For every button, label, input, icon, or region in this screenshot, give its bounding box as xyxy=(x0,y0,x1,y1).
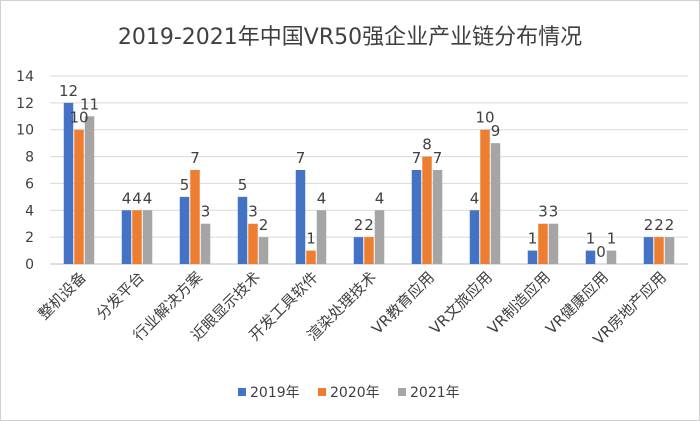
bar xyxy=(364,237,374,264)
bar xyxy=(490,143,501,264)
y-tick-label: 2 xyxy=(25,230,34,246)
gridlines xyxy=(50,75,688,265)
bar xyxy=(654,237,664,264)
data-label: 7 xyxy=(190,149,200,167)
data-label: 4 xyxy=(470,189,480,207)
bar xyxy=(200,223,211,264)
data-label: 4 xyxy=(375,189,385,207)
data-label: 2 xyxy=(354,216,364,234)
y-tick-label: 14 xyxy=(16,69,34,85)
data-label: 1 xyxy=(306,230,316,248)
data-label: 1 xyxy=(528,230,538,248)
data-label: 7 xyxy=(433,149,443,167)
data-label: 2 xyxy=(644,216,654,234)
legend-swatch xyxy=(238,388,246,396)
bar xyxy=(84,116,95,265)
bar xyxy=(63,102,74,264)
chart-title: 2019-2021年中国VR50强企业产业链分布情况 xyxy=(118,25,582,50)
bar xyxy=(664,237,675,264)
data-label: 2 xyxy=(665,216,675,234)
bar xyxy=(374,210,385,264)
bars xyxy=(63,102,675,265)
bar xyxy=(422,156,432,264)
bar xyxy=(316,210,327,264)
bar xyxy=(606,250,617,264)
data-label: 4 xyxy=(132,189,142,207)
bar xyxy=(74,129,84,264)
data-label: 7 xyxy=(296,149,306,167)
y-tick-label: 12 xyxy=(16,96,34,112)
bar xyxy=(121,210,132,264)
x-tick-label: 分发平台 xyxy=(93,268,148,323)
bar xyxy=(585,250,596,264)
bar xyxy=(190,170,200,264)
bar xyxy=(538,223,548,264)
y-axis: 0 2 4 6 8 10 12 14 xyxy=(16,69,34,273)
y-tick-label: 8 xyxy=(25,150,34,166)
y-tick-label: 6 xyxy=(25,176,34,192)
legend-label: 2021年 xyxy=(410,385,460,401)
x-tick-label: 整机设备 xyxy=(35,268,90,323)
data-label: 1 xyxy=(586,230,596,248)
data-label: 2 xyxy=(654,216,664,234)
data-label: 5 xyxy=(180,176,190,194)
bar xyxy=(548,223,559,264)
data-label: 9 xyxy=(491,122,501,140)
bar xyxy=(132,210,142,264)
data-label: 12 xyxy=(59,82,78,100)
data-label: 5 xyxy=(238,176,248,194)
data-label: 4 xyxy=(143,189,153,207)
legend-swatch xyxy=(398,388,406,396)
data-label: 3 xyxy=(248,203,258,221)
bar xyxy=(643,237,654,264)
y-tick-label: 0 xyxy=(25,257,34,273)
data-label: 8 xyxy=(422,136,432,154)
bar xyxy=(527,250,538,264)
bar xyxy=(295,170,306,264)
data-label: 4 xyxy=(122,189,132,207)
data-label: 2 xyxy=(259,216,269,234)
y-tick-label: 4 xyxy=(25,203,34,219)
bar xyxy=(258,237,269,264)
data-label: 4 xyxy=(317,189,327,207)
x-axis: 整机设备 分发平台行业解决方案近眼显示技术开发工具软件渲染处理技术VR教育应用VR… xyxy=(35,268,670,348)
data-label: 3 xyxy=(549,203,559,221)
data-label: 11 xyxy=(80,95,99,113)
data-label: 3 xyxy=(538,203,548,221)
legend-label: 2020年 xyxy=(330,385,380,401)
legend-label: 2019年 xyxy=(250,385,300,401)
data-label: 7 xyxy=(412,149,422,167)
data-label: 10 xyxy=(475,109,494,127)
bar xyxy=(306,250,316,264)
legend: 2019年 2020年 2021年 xyxy=(238,385,460,401)
bar xyxy=(179,196,190,264)
data-label: 1 xyxy=(607,230,617,248)
data-label: 3 xyxy=(201,203,211,221)
data-label: 2 xyxy=(364,216,374,234)
bar xyxy=(469,210,480,264)
bar xyxy=(411,170,422,264)
bar xyxy=(248,223,258,264)
legend-swatch xyxy=(318,388,326,396)
data-label: 10 xyxy=(69,109,88,127)
bar xyxy=(353,237,364,264)
bar xyxy=(142,210,153,264)
data-label: 0 xyxy=(596,243,606,261)
bar xyxy=(432,170,443,264)
bar xyxy=(237,196,248,264)
bar xyxy=(480,129,490,264)
y-tick-label: 10 xyxy=(16,123,34,139)
